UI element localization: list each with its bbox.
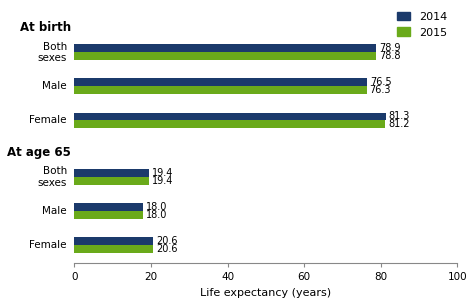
Bar <box>74 52 376 60</box>
Text: 20.6: 20.6 <box>156 236 178 246</box>
Text: 78.8: 78.8 <box>379 51 401 61</box>
Text: At birth: At birth <box>19 21 71 34</box>
Bar <box>74 211 144 219</box>
Bar <box>74 113 386 120</box>
Text: 81.2: 81.2 <box>388 120 410 129</box>
Text: 78.9: 78.9 <box>380 43 401 53</box>
Legend: 2014, 2015: 2014, 2015 <box>392 7 452 42</box>
Text: 20.6: 20.6 <box>156 244 178 254</box>
Bar <box>74 203 144 211</box>
Text: 81.3: 81.3 <box>389 112 410 121</box>
Bar <box>74 86 366 94</box>
Text: 19.4: 19.4 <box>152 176 173 186</box>
Text: 18.0: 18.0 <box>146 210 168 220</box>
Bar <box>74 78 367 86</box>
Text: 76.3: 76.3 <box>370 85 391 95</box>
Bar <box>74 245 154 253</box>
Bar <box>74 237 154 245</box>
Bar <box>74 120 385 128</box>
Bar <box>74 169 149 177</box>
Text: 18.0: 18.0 <box>146 202 168 212</box>
Text: 19.4: 19.4 <box>152 168 173 178</box>
Bar <box>74 45 376 52</box>
X-axis label: Life expectancy (years): Life expectancy (years) <box>201 288 331 298</box>
Bar <box>74 177 149 185</box>
Text: 76.5: 76.5 <box>370 77 392 88</box>
Text: At age 65: At age 65 <box>7 146 71 159</box>
